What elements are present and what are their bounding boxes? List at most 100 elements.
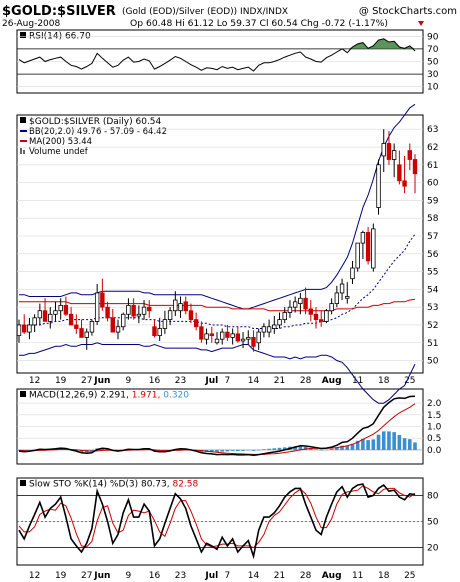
x-tick-label: 25 <box>404 376 415 386</box>
candle-body <box>32 317 37 326</box>
candle-body <box>214 338 220 344</box>
candle-body <box>334 292 340 305</box>
x-tick-label: 14 <box>248 571 260 581</box>
price-tick-label: 52 <box>427 321 438 331</box>
x-tick-label: 27 <box>81 571 92 581</box>
candle-body <box>199 326 204 340</box>
candle-body <box>282 312 287 321</box>
candle-body <box>371 228 376 269</box>
rsi-tick-label: 10 <box>427 83 439 93</box>
candle-body <box>74 324 79 329</box>
macd-histogram-bar <box>267 448 271 450</box>
sto-tick-label: 20 <box>427 544 439 554</box>
macd-histogram-bar <box>376 434 381 450</box>
candle-body <box>313 313 319 321</box>
x-tick-label: 7 <box>225 571 231 581</box>
bb-upper-band <box>19 103 416 310</box>
price-tick-label: 62 <box>427 143 438 153</box>
x-tick-label: 27 <box>81 376 92 386</box>
macd-line <box>18 395 416 457</box>
candle-body <box>147 306 152 312</box>
macd-histogram-bar <box>366 440 370 450</box>
candle-body <box>225 331 230 338</box>
svg-text:MACD(12,26,9) 2.291, 1.9: MACD(12,26,9) 2.291, 1.971, 0.320 <box>29 391 189 401</box>
candle-body <box>157 328 162 337</box>
rsi-line <box>18 38 416 72</box>
candle-body <box>256 331 261 344</box>
candle-body <box>63 304 69 315</box>
macd-signal-label: 1.971, <box>132 391 161 401</box>
macd-label: MACD(12,26,9) 2.291, <box>29 391 129 401</box>
macd-histogram-bar <box>209 449 214 453</box>
candle-body <box>319 319 324 322</box>
x-tick-label: Jul <box>204 376 218 386</box>
macd-histogram-bar <box>27 449 32 451</box>
candle-body <box>110 317 115 333</box>
x-axis-band <box>17 569 423 581</box>
macd-histogram-bar <box>340 445 344 450</box>
x-tick-label: 11 <box>352 376 363 386</box>
x-tick-label: 14 <box>248 376 260 386</box>
macd-histogram-bar <box>282 447 287 450</box>
macd-tick-label: 2.0 <box>427 399 442 409</box>
sto-tick-label: 80 <box>427 491 439 501</box>
candle-body <box>167 310 173 321</box>
candle-body <box>251 337 256 347</box>
macd-hist-label: 0.320 <box>163 391 189 401</box>
x-axis-band <box>17 374 423 386</box>
macd-histogram-bar <box>355 440 360 450</box>
candle-body <box>220 331 225 340</box>
sto-k-line <box>18 483 416 560</box>
macd-histogram-bar <box>241 449 245 451</box>
candle-body <box>89 320 95 333</box>
price-tick-label: 60 <box>427 179 439 189</box>
macd-histogram-bar <box>225 449 230 452</box>
macd-histogram-bar <box>335 447 339 450</box>
candle-body <box>68 313 74 326</box>
candle-body <box>350 267 355 280</box>
macd-histogram-bar <box>314 449 318 450</box>
x-tick-label: 11 <box>352 571 363 581</box>
macd-histogram-bar <box>413 442 417 450</box>
macd-histogram-bar <box>251 449 256 451</box>
rsi-tick-label: 70 <box>427 45 439 55</box>
ma200-line <box>19 298 416 312</box>
candle-body <box>94 292 100 322</box>
candle-body <box>376 164 381 208</box>
candle-body <box>391 150 397 160</box>
down-arrow-icon <box>418 21 424 26</box>
volume-legend: Volume undef <box>29 147 89 157</box>
candle-body <box>84 331 89 338</box>
x-tick-label: Jun <box>93 376 110 386</box>
price-tick-label: 57 <box>427 232 438 242</box>
candle-body <box>266 326 272 333</box>
macd-histogram-bar <box>246 449 251 451</box>
macd-histogram-bar <box>387 431 391 450</box>
price-panel <box>16 114 424 374</box>
candle-body <box>246 337 251 340</box>
macd-legend: MACD(12,26,9) 2.291, 1.971, 0.320 <box>20 391 189 401</box>
price-tick-label: 55 <box>427 268 438 278</box>
candle-body <box>298 297 303 305</box>
rsi-tick-label: 50 <box>427 58 439 68</box>
macd-tick-label: 1.0 <box>427 423 442 433</box>
rsi-overbought-fill <box>347 38 415 49</box>
price-tick-label: 58 <box>427 214 439 224</box>
x-tick-label: Aug <box>322 571 342 581</box>
macd-histogram-bar <box>319 449 324 451</box>
candle-body <box>339 283 345 294</box>
macd-histogram-bar <box>236 449 240 452</box>
candle-body <box>209 333 214 337</box>
macd-histogram-bar <box>381 431 386 450</box>
price-tick-label: 61 <box>427 161 438 171</box>
sto-legend: Slow STO %K(14) %D(3) 80.73, 82.58 <box>20 480 199 490</box>
candle-body <box>365 232 371 262</box>
chart-date: 26-Aug-2008 <box>2 19 61 29</box>
rsi-tick-label: 30 <box>427 70 439 80</box>
price-tick-label: 51 <box>427 339 438 349</box>
macd-histogram-bar <box>262 449 266 450</box>
sto-label: Slow STO %K(14) %D(3) 80.73, <box>29 480 170 490</box>
price-tick-label: 56 <box>427 250 439 260</box>
macd-histogram-bar <box>298 445 303 450</box>
candle-body <box>324 310 329 322</box>
